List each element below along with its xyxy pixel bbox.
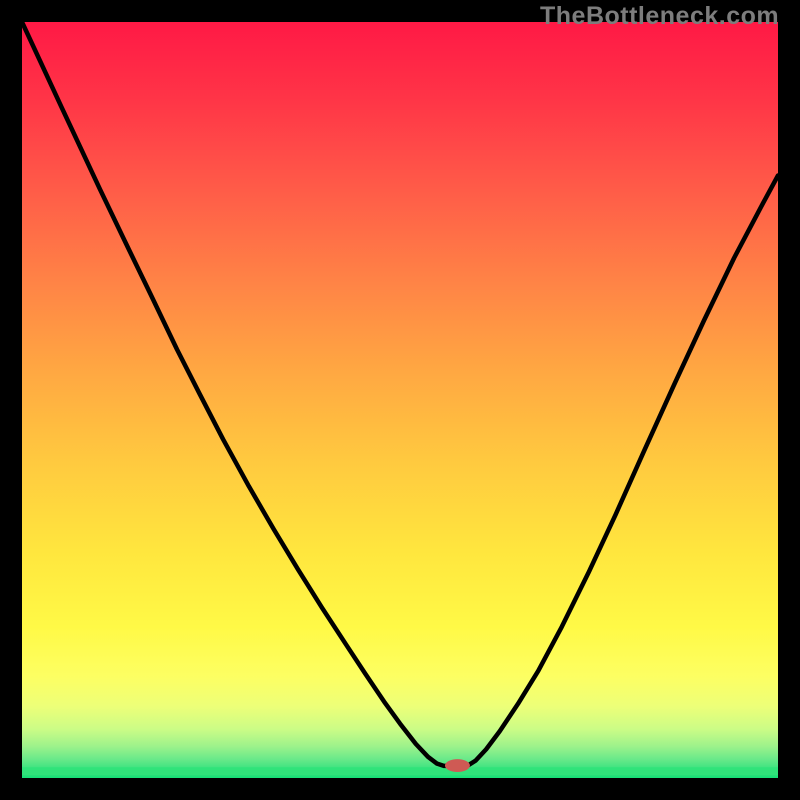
gradient-background — [22, 22, 778, 778]
bottleneck-chart — [22, 22, 778, 778]
watermark: TheBottleneck.com — [540, 2, 779, 31]
optimum-marker — [445, 759, 470, 772]
chart-stage: TheBottleneck.com — [0, 0, 800, 800]
